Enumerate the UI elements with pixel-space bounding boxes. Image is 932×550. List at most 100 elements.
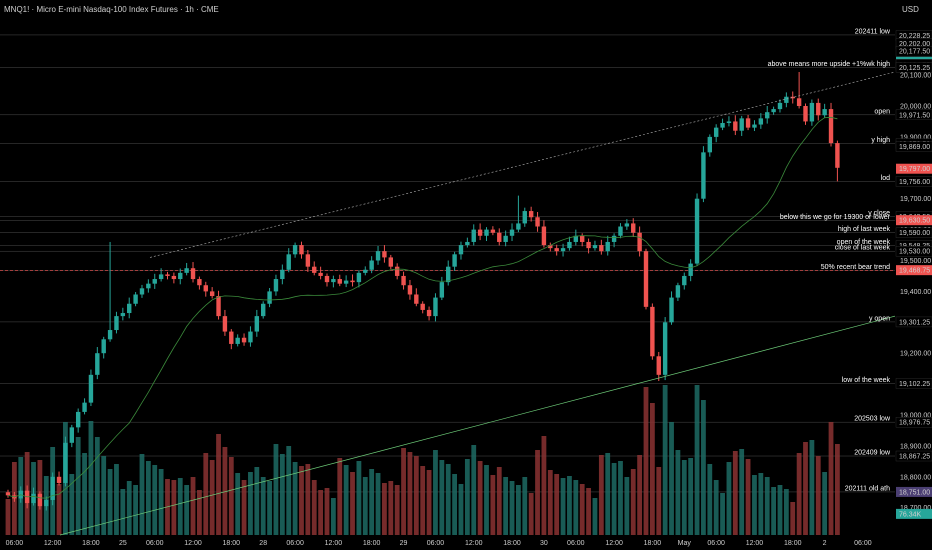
x-tick-label: 06:00: [6, 540, 24, 547]
candle-body: [745, 118, 751, 128]
volume-bar: [311, 480, 317, 535]
volume-bar: [745, 459, 751, 535]
price-badge-text: 19,301.25: [899, 319, 930, 326]
candle-body: [305, 254, 311, 267]
trend-lines: [59, 71, 896, 536]
candle-body: [286, 254, 291, 270]
candle-body: [101, 339, 106, 354]
ma-line: [7, 116, 838, 499]
candle-body: [707, 136, 712, 153]
candle-body: [280, 269, 285, 280]
volume-bar: [586, 488, 591, 535]
candle-body: [580, 235, 585, 242]
candle-body: [503, 235, 508, 242]
candle-body: [184, 268, 189, 273]
price-axis[interactable]: 20,100.0020,000.0019,900.0019,800.0019,7…: [895, 0, 932, 550]
volume-bar: [356, 461, 362, 535]
x-tick-label: May: [678, 540, 692, 547]
candle-body: [37, 493, 43, 507]
volume-bar: [707, 464, 713, 535]
chart-title: MNQ1! · Micro E-mini Nasdaq-100 Index Fu…: [4, 5, 219, 14]
volume-bar: [222, 447, 228, 535]
volume-bar: [496, 467, 502, 535]
volume-bar: [439, 460, 445, 535]
volume-bar: [618, 461, 623, 535]
candle-body: [158, 274, 164, 280]
candle-body: [611, 235, 617, 242]
volume-bar: [126, 481, 132, 535]
candle-body: [573, 235, 579, 242]
x-tick-label: 06:00: [146, 540, 164, 547]
time-axis[interactable]: 06:00 12:00 18:00 25 06:00 12:00 18:00 28 06:00 1…: [6, 540, 872, 547]
candle-body: [528, 211, 534, 218]
volume-bar: [522, 477, 528, 535]
candle-body: [350, 280, 355, 283]
volume-bar: [516, 485, 521, 535]
candle-body: [229, 331, 234, 344]
volume-bar: [101, 456, 107, 535]
volume-bar: [267, 481, 272, 535]
x-tick-label: 18:00: [503, 540, 521, 547]
candle-body: [178, 272, 183, 280]
x-tick-label: 12:00: [184, 540, 202, 547]
x-tick-label: 25: [119, 540, 127, 547]
candle-body: [88, 374, 94, 403]
volume-bar: [758, 473, 764, 535]
price-badge-text: 18,867.25: [899, 454, 930, 461]
candle-body: [197, 279, 202, 286]
candle-body: [541, 226, 547, 246]
candle-body: [420, 303, 425, 310]
volume-bar: [796, 453, 802, 535]
volume-bar: [133, 485, 138, 535]
volume-bar: [630, 469, 636, 535]
price-badge-text: 20,177.50: [899, 49, 930, 56]
volume-bar: [809, 440, 815, 535]
candle-body: [382, 251, 387, 258]
y-tick-label: 18,700.00: [900, 505, 931, 512]
volume-bar: [777, 485, 783, 535]
candle-body: [331, 279, 336, 283]
candle-body: [324, 275, 330, 283]
candle-body: [599, 245, 604, 252]
volume-bar: [611, 463, 617, 535]
candle-body: [752, 124, 757, 128]
annotation-label: 202111 old ath: [845, 485, 890, 492]
volume-bar: [145, 461, 151, 535]
candle-body: [701, 152, 706, 199]
x-tick-label: 12:00: [465, 540, 483, 547]
currency-label[interactable]: USD: [902, 5, 919, 14]
price-badge-text: 18,751.00: [899, 489, 930, 496]
volume-bar: [197, 490, 202, 535]
volume-bar: [752, 475, 757, 535]
candle-body: [828, 109, 834, 144]
candle-body: [75, 411, 81, 428]
volume-bar: [94, 437, 100, 535]
volume-bar: [382, 483, 387, 535]
x-tick-label: 18:00: [363, 540, 381, 547]
volume-bar: [158, 469, 164, 535]
volume-bar: [669, 422, 674, 535]
candle-body: [222, 316, 228, 332]
candles[interactable]: [5, 72, 840, 511]
volume-bar: [701, 400, 706, 535]
x-tick-label: 18:00: [223, 540, 241, 547]
candle-body: [31, 493, 36, 504]
candle-body: [650, 306, 655, 357]
price-badge-text: 19,756.00: [899, 179, 930, 186]
candle-body: [509, 229, 515, 236]
volume-bar: [369, 469, 375, 535]
candle-body: [375, 251, 381, 261]
price-badge-text: 19,468.75: [899, 268, 930, 275]
candle-body: [765, 112, 770, 119]
x-tick-label: 12:00: [605, 540, 623, 547]
candle-body: [592, 245, 598, 249]
volume-bar: [771, 487, 776, 535]
price-badge-text: 19,530.00: [899, 249, 930, 256]
candle-body: [152, 279, 157, 284]
volume-bar: [547, 470, 553, 535]
candle-body: [720, 122, 725, 128]
candle-body: [426, 309, 432, 317]
candle-body: [497, 232, 502, 242]
annotation-label: high of last week: [838, 226, 891, 233]
